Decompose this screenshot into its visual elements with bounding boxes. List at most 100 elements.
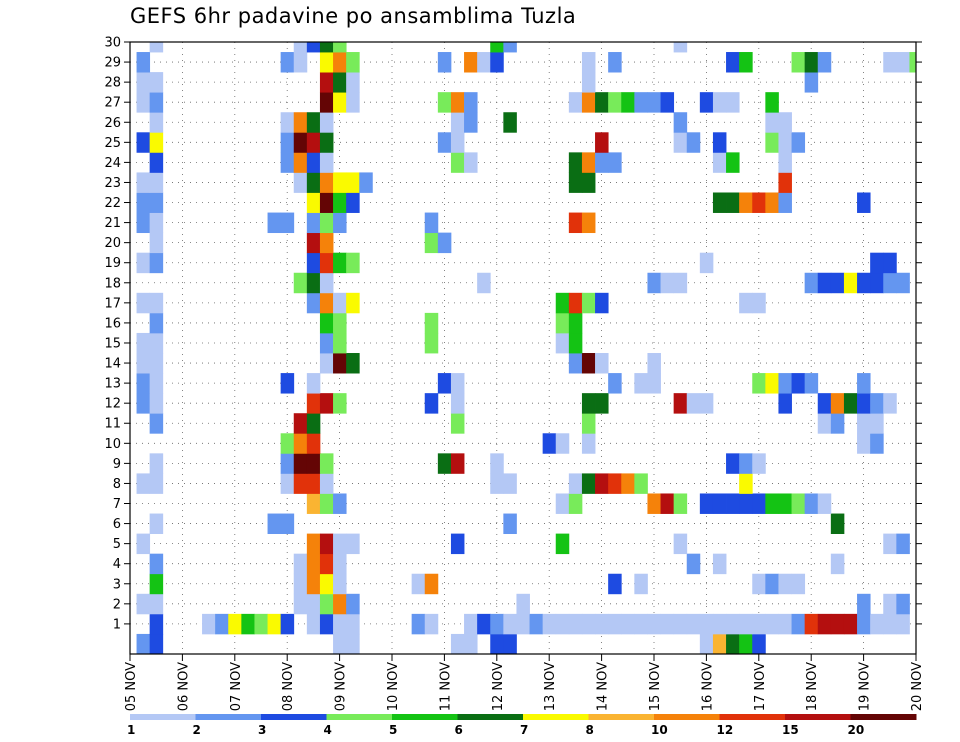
- heatmap-cell: [136, 192, 151, 213]
- x-tick-label: 19 NOV: [858, 662, 873, 711]
- heatmap-cell: [149, 212, 164, 234]
- heatmap-cell: [621, 613, 635, 635]
- y-tick-label: 13: [104, 377, 121, 392]
- colorbar-swatch: [392, 714, 458, 720]
- heatmap-cell: [503, 633, 517, 655]
- heatmap-cell: [726, 152, 740, 173]
- heatmap-cell: [739, 292, 753, 314]
- heatmap-cell: [306, 212, 321, 234]
- heatmap-cell: [346, 292, 360, 314]
- heatmap-cell: [503, 513, 517, 535]
- heatmap-cell: [804, 272, 819, 294]
- heatmap-cell: [883, 272, 897, 294]
- y-tick-label: 1: [113, 617, 121, 632]
- heatmap-cell: [712, 633, 727, 655]
- heatmap-cell: [149, 633, 164, 655]
- colorbar-label: 6: [455, 723, 463, 737]
- heatmap-cell: [555, 493, 570, 514]
- heatmap-cell: [765, 112, 779, 133]
- heatmap-cell: [293, 593, 308, 615]
- heatmap-cell: [306, 533, 321, 555]
- heatmap-cell: [202, 613, 216, 635]
- heatmap-cell: [293, 573, 308, 595]
- heatmap-cell: [477, 52, 491, 73]
- heatmap-cell: [306, 613, 321, 635]
- x-tick-label: 07 NOV: [229, 662, 244, 711]
- heatmap-cell: [804, 72, 819, 93]
- heatmap-cell: [503, 112, 517, 133]
- heatmap-cell: [765, 373, 779, 394]
- heatmap-cell: [739, 473, 753, 494]
- heatmap-cell: [333, 353, 347, 374]
- heatmap-cell: [791, 493, 806, 514]
- heatmap-cell: [726, 613, 740, 635]
- heatmap-cell: [778, 613, 792, 635]
- x-tick-label: 12 NOV: [491, 662, 506, 711]
- heatmap-cell: [843, 272, 858, 294]
- heatmap-cell: [647, 272, 661, 294]
- heatmap-cell: [319, 553, 334, 575]
- heatmap-cell: [293, 433, 308, 454]
- heatmap-cell: [306, 112, 321, 133]
- heatmap-cell: [765, 573, 779, 595]
- heatmap-cell: [830, 413, 845, 434]
- heatmap-cell: [136, 212, 151, 234]
- heatmap-cell: [149, 292, 164, 314]
- heatmap-cell: [346, 613, 360, 635]
- heatmap-cell: [450, 92, 465, 113]
- heatmap-cell: [319, 212, 334, 234]
- heatmap-cell: [673, 613, 688, 635]
- heatmap-cell: [136, 373, 151, 394]
- heatmap-cell: [333, 553, 347, 575]
- heatmap-cell: [791, 613, 806, 635]
- heatmap-cell: [293, 112, 308, 133]
- heatmap-cell: [346, 72, 360, 93]
- heatmap-cell: [660, 613, 675, 635]
- heatmap-cell: [581, 212, 596, 234]
- heatmap-cell: [136, 633, 151, 655]
- heatmap-cell: [346, 92, 360, 113]
- heatmap-cell: [149, 312, 164, 334]
- x-tick-label: 15 NOV: [648, 662, 663, 711]
- heatmap-cell: [319, 353, 334, 374]
- heatmap-cell: [608, 613, 622, 635]
- colorbar-swatch: [261, 714, 327, 720]
- colorbar-swatch: [588, 714, 655, 720]
- y-tick-label: 24: [104, 156, 121, 171]
- heatmap-cell: [739, 613, 753, 635]
- heatmap-cell: [686, 553, 701, 575]
- heatmap-cell: [830, 272, 845, 294]
- heatmap-cell: [883, 533, 897, 555]
- heatmap-cell: [149, 112, 164, 133]
- heatmap-cell: [752, 192, 766, 213]
- heatmap-cell: [450, 413, 465, 434]
- heatmap-cell: [346, 593, 360, 615]
- colorbar-swatch: [719, 714, 786, 720]
- y-tick-label: 6: [113, 517, 121, 532]
- x-tick-label: 13 NOV: [543, 662, 558, 711]
- heatmap-cell: [293, 52, 308, 73]
- heatmap-cell: [149, 72, 164, 93]
- heatmap-cell: [450, 132, 465, 153]
- heatmap-cell: [595, 132, 609, 153]
- heatmap-cell: [319, 252, 334, 274]
- heatmap-cell: [595, 152, 609, 173]
- heatmap-cell: [464, 613, 478, 635]
- y-tick-label: 11: [104, 417, 121, 432]
- heatmap-cell: [149, 573, 164, 595]
- heatmap-cell: [647, 353, 661, 374]
- heatmap-cell: [319, 132, 334, 153]
- heatmap-cell: [306, 132, 321, 153]
- heatmap-cell: [437, 52, 452, 73]
- heatmap-cell: [293, 132, 308, 153]
- heatmap-cell: [857, 593, 871, 615]
- heatmap-cell: [804, 373, 819, 394]
- heatmap-cell: [149, 513, 164, 535]
- heatmap-cell: [450, 393, 465, 414]
- heatmap-cell: [778, 132, 792, 153]
- y-tick-label: 3: [113, 577, 121, 592]
- heatmap-cell: [752, 292, 766, 314]
- heatmap-cell: [464, 92, 478, 113]
- x-tick-label: 09 NOV: [334, 662, 349, 711]
- heatmap-cell: [333, 312, 347, 334]
